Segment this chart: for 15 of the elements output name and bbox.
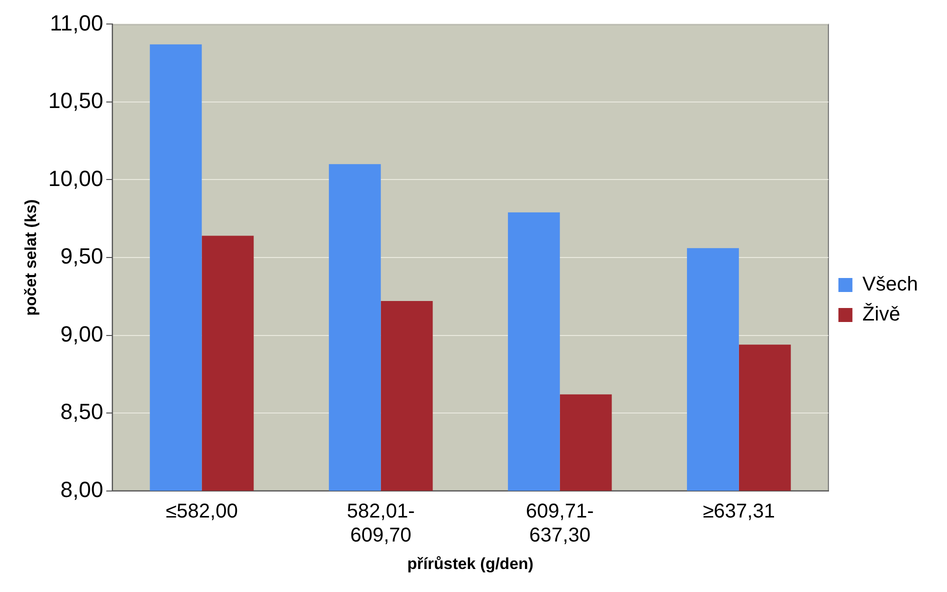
y-tick-label: 8,00 (60, 476, 104, 502)
y-tick-label: 9,50 (60, 244, 104, 269)
y-axis-title: počet selat (ks) (23, 199, 40, 316)
y-tick-label: 8,50 (60, 399, 104, 424)
legend-label: Živě (862, 302, 900, 326)
x-tick-label: ≤582,00 (166, 500, 238, 522)
x-tick-label: 609,71-637,30 (526, 500, 594, 546)
y-tick-label: 11,00 (50, 10, 104, 36)
y-tick-label: 10,50 (48, 88, 104, 114)
legend-label: Všech (862, 274, 918, 296)
x-tick-label: ≥637,31 (702, 500, 775, 522)
x-tick-label: 582,01-609,70 (346, 500, 415, 546)
x-axis-title: přírůstek (g/den) (407, 556, 534, 573)
y-tick-label: 9,00 (60, 321, 104, 346)
y-tick-label: 10,00 (48, 166, 104, 191)
